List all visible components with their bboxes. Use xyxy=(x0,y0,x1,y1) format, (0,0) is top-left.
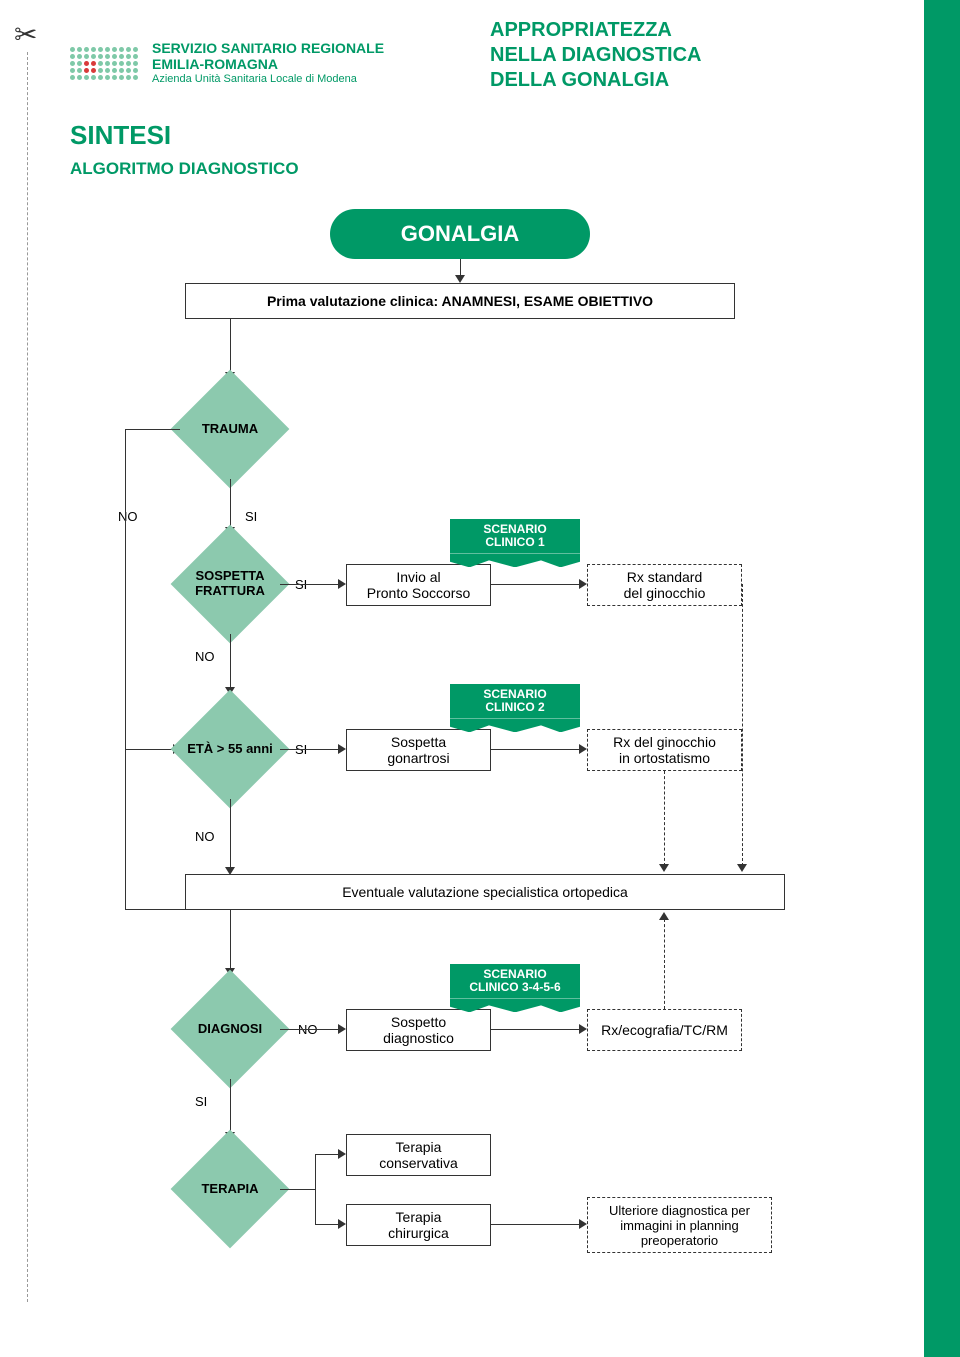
arrow-icon xyxy=(455,275,465,283)
connector xyxy=(230,319,231,374)
org-line3: Azienda Unità Sanitaria Locale di Modena xyxy=(152,73,384,86)
connector xyxy=(125,909,185,910)
diagnosi-decision: DIAGNOSI xyxy=(170,969,290,1089)
right-color-bar xyxy=(924,0,960,1357)
doc-title: APPROPRIATEZZA NELLA DIAGNOSTICA DELLA G… xyxy=(490,18,701,93)
page-header: SERVIZIO SANITARIO REGIONALE EMILIA-ROMA… xyxy=(70,18,910,108)
logo-icon xyxy=(70,47,138,80)
connector xyxy=(230,1079,231,1134)
arrow-icon xyxy=(338,579,346,589)
connector xyxy=(125,749,175,750)
arrow-icon xyxy=(338,1219,346,1229)
terapia-cons-box: Terapia conservativa xyxy=(346,1134,491,1176)
arrow-icon xyxy=(579,579,587,589)
connector xyxy=(230,910,231,970)
connector xyxy=(230,479,231,529)
trauma-decision: TRAUMA xyxy=(170,369,290,489)
terapia-decision: TERAPIA xyxy=(170,1129,290,1249)
start-node: GONALGIA xyxy=(330,209,590,259)
org-block: SERVIZIO SANITARIO REGIONALE EMILIA-ROMA… xyxy=(70,18,384,108)
si-label: SI xyxy=(195,1094,207,1109)
connector xyxy=(125,429,126,909)
connector xyxy=(491,584,581,585)
connector xyxy=(491,1224,581,1225)
connector xyxy=(491,1029,581,1030)
no-label: NO xyxy=(195,829,215,844)
sospetto-diag-box: Sospetto diagnostico xyxy=(346,1009,491,1051)
eta-decision: ETÀ > 55 anni xyxy=(170,689,290,809)
scissors-icon: ✂ xyxy=(14,18,37,51)
org-text: SERVIZIO SANITARIO REGIONALE EMILIA-ROMA… xyxy=(152,40,384,87)
connector xyxy=(125,429,180,430)
invio-ps-box: Invio al Pronto Soccorso xyxy=(346,564,491,606)
arrow-icon xyxy=(579,744,587,754)
arrow-icon xyxy=(338,1149,346,1159)
connector xyxy=(230,799,231,869)
section-subtitle: ALGORITMO DIAGNOSTICO xyxy=(70,159,910,179)
arrow-icon xyxy=(659,912,669,920)
connector xyxy=(280,749,340,750)
frattura-decision: SOSPETTA FRATTURA xyxy=(170,524,290,644)
si-label: SI xyxy=(245,509,257,524)
connector xyxy=(230,634,231,689)
flowchart: GONALGIA Prima valutazione clinica: ANAM… xyxy=(70,209,910,1269)
scenario-2-tag: SCENARIO CLINICO 2 xyxy=(450,684,580,732)
terapia-chir-box: Terapia chirurgica xyxy=(346,1204,491,1246)
cut-strip: ✂ xyxy=(0,0,60,1357)
connector xyxy=(315,1224,340,1225)
connector xyxy=(315,1154,316,1224)
gonartrosi-box: Sospetta gonartrosi xyxy=(346,729,491,771)
connector-dash xyxy=(742,584,743,866)
rx-standard-box: Rx standard del ginocchio xyxy=(587,564,742,606)
title-l2: NELLA DIAGNOSTICA xyxy=(490,43,701,68)
connector xyxy=(491,749,581,750)
arrow-icon xyxy=(659,864,669,872)
scenario-3-tag: SCENARIO CLINICO 3-4-5-6 xyxy=(450,964,580,1012)
cut-line xyxy=(27,52,28,1302)
no-label: NO xyxy=(195,649,215,664)
connector xyxy=(280,584,340,585)
no-label: NO xyxy=(118,509,138,524)
arrow-icon xyxy=(579,1024,587,1034)
arrow-icon xyxy=(338,744,346,754)
rx-orto-box: Rx del ginocchio in ortostatismo xyxy=(587,729,742,771)
first-eval-box: Prima valutazione clinica: ANAMNESI, ESA… xyxy=(185,283,735,319)
scenario-1-tag: SCENARIO CLINICO 1 xyxy=(450,519,580,567)
connector xyxy=(280,1029,340,1030)
ulteriore-box: Ulteriore diagnostica per immagini in pl… xyxy=(587,1197,772,1253)
connector-dash xyxy=(664,919,665,1009)
arrow-icon xyxy=(737,864,747,872)
title-l1: APPROPRIATEZZA xyxy=(490,18,701,43)
title-l3: DELLA GONALGIA xyxy=(490,68,701,93)
connector-dash xyxy=(664,771,665,866)
org-line2: EMILIA-ROMAGNA xyxy=(152,56,384,73)
connector xyxy=(315,1154,340,1155)
connector xyxy=(280,1189,315,1190)
section-title: SINTESI xyxy=(70,120,910,151)
org-line1: SERVIZIO SANITARIO REGIONALE xyxy=(152,40,384,57)
eventuale-box: Eventuale valutazione specialistica orto… xyxy=(185,874,785,910)
rx-eco-box: Rx/ecografia/TC/RM xyxy=(587,1009,742,1051)
arrow-icon xyxy=(579,1219,587,1229)
arrow-icon xyxy=(338,1024,346,1034)
